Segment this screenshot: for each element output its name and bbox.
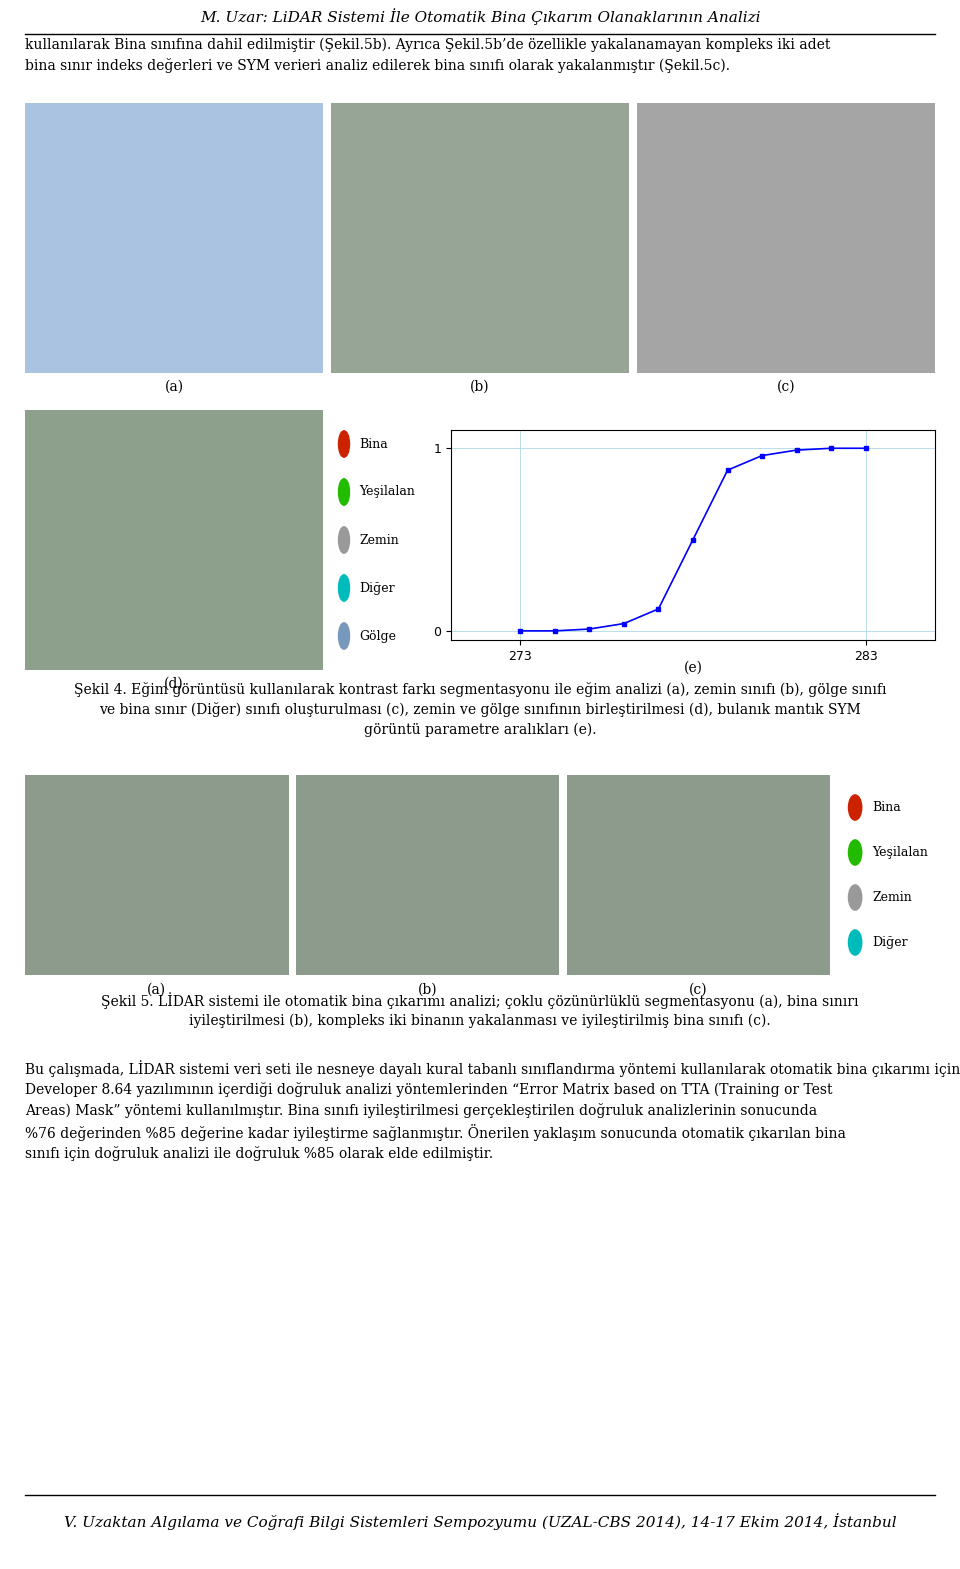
Circle shape [339, 479, 349, 505]
Text: Bina: Bina [359, 438, 388, 450]
Text: Zemin: Zemin [359, 533, 398, 546]
Text: V. Uzaktan Algılama ve Coğrafi Bilgi Sistemleri Sempozyumu (UZAL-CBS 2014), 14-1: V. Uzaktan Algılama ve Coğrafi Bilgi Sis… [63, 1514, 897, 1530]
Circle shape [339, 431, 349, 457]
Circle shape [339, 623, 349, 650]
Text: Yeşilalan: Yeşilalan [873, 846, 928, 858]
Text: M. Uzar: LiDAR Sistemi İle Otomatik Bina Çıkarım Olanaklarının Analizi: M. Uzar: LiDAR Sistemi İle Otomatik Bina… [200, 8, 760, 25]
Text: Bu çalışmada, LİDAR sistemi veri seti ile nesneye dayalı kural tabanlı sınıfland: Bu çalışmada, LİDAR sistemi veri seti il… [25, 1061, 960, 1161]
Text: Zemin: Zemin [873, 891, 912, 904]
Circle shape [849, 839, 862, 865]
Text: (b): (b) [418, 984, 438, 996]
Text: kullanılarak Bina sınıfına dahil edilmiştir (Şekil.5b). Ayrıca Şekil.5b’de özell: kullanılarak Bina sınıfına dahil edilmiş… [25, 38, 830, 72]
Circle shape [849, 795, 862, 821]
Circle shape [849, 930, 862, 956]
Circle shape [339, 527, 349, 554]
Circle shape [339, 574, 349, 601]
Text: (c): (c) [689, 984, 708, 996]
Text: (a): (a) [164, 380, 183, 394]
Text: Şekil 5. LİDAR sistemi ile otomatik bina çıkarımı analizi; çoklu çözünürlüklü se: Şekil 5. LİDAR sistemi ile otomatik bina… [101, 992, 859, 1028]
Circle shape [849, 885, 862, 910]
Text: (b): (b) [470, 380, 490, 394]
Text: (c): (c) [777, 380, 795, 394]
Text: Diğer: Diğer [873, 937, 908, 949]
Text: Gölge: Gölge [359, 629, 396, 642]
Text: (a): (a) [147, 984, 166, 996]
Text: (d): (d) [164, 676, 184, 690]
Text: Yeşilalan: Yeşilalan [359, 485, 415, 499]
Text: (e): (e) [684, 661, 703, 675]
Text: Bina: Bina [873, 802, 900, 814]
Text: Diğer: Diğer [359, 582, 395, 595]
Text: Şekil 4. Eğim görüntüsü kullanılarak kontrast farkı segmentasyonu ile eğim anali: Şekil 4. Eğim görüntüsü kullanılarak kon… [74, 683, 886, 737]
